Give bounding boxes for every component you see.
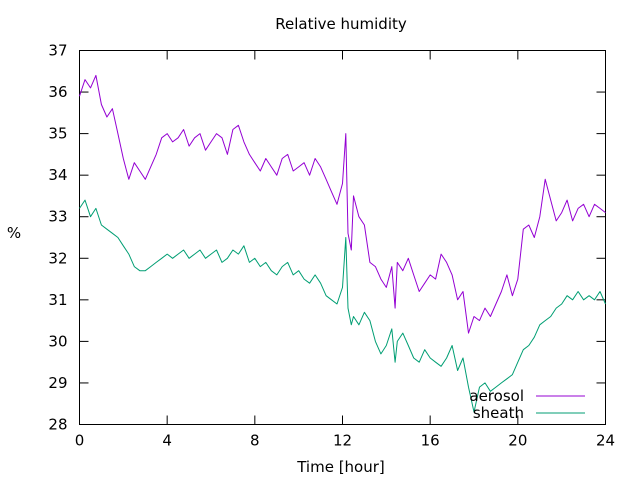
x-axis-label: Time [hour] [296,458,385,476]
x-tick-label: 0 [75,432,85,450]
x-tick-label: 4 [162,432,172,450]
x-ticks: 0 4 8 12 16 20 24 [75,50,615,450]
y-tick-label: 34 [48,166,67,184]
y-tick-label: 29 [48,374,67,392]
y-tick-label: 32 [48,249,67,267]
y-tick-label: 28 [48,416,67,434]
x-tick-label: 16 [421,432,440,450]
y-tick-label: 37 [48,42,67,60]
series-line-aerosol [79,74,606,334]
x-tick-label: 20 [508,432,527,450]
y-tick-label: 36 [48,83,67,101]
y-tick-label: 33 [48,208,67,226]
y-tick-label: 35 [48,125,67,143]
chart-title: Relative humidity [275,15,407,33]
y-axis-label: % [7,224,21,242]
y-ticks: 28 29 30 31 32 33 34 35 36 37 [48,42,606,434]
legend-label-aerosol: aerosol [469,387,524,405]
series-line-sheath [79,199,606,413]
series-layer [79,74,606,413]
x-tick-label: 12 [333,432,352,450]
x-tick-label: 24 [596,432,615,450]
x-tick-label: 8 [250,432,260,450]
y-tick-label: 31 [48,291,67,309]
legend-label-sheath: sheath [473,404,524,422]
plot-frame [79,50,606,425]
y-tick-label: 30 [48,332,67,350]
